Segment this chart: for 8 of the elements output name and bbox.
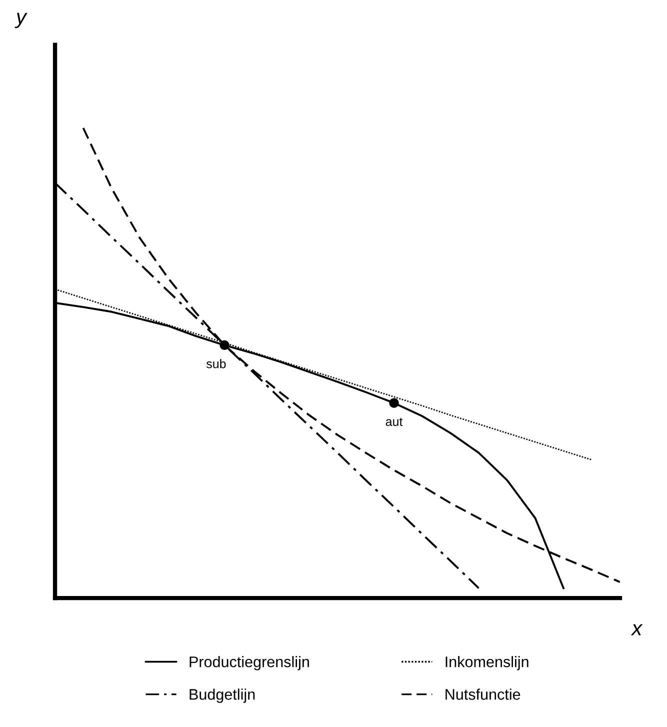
x-axis-title: x [630, 624, 643, 636]
annotation: aut [386, 418, 403, 426]
legend-label: Inkomenslijn [446, 656, 528, 670]
annotation: sub [206, 359, 226, 368]
legend-label: Productiegrenslijn [190, 656, 309, 670]
legend-label: Budgetlijn [190, 688, 255, 703]
legend-label: Nutsfunctie [446, 688, 520, 700]
y-axis-title: y [14, 12, 28, 28]
